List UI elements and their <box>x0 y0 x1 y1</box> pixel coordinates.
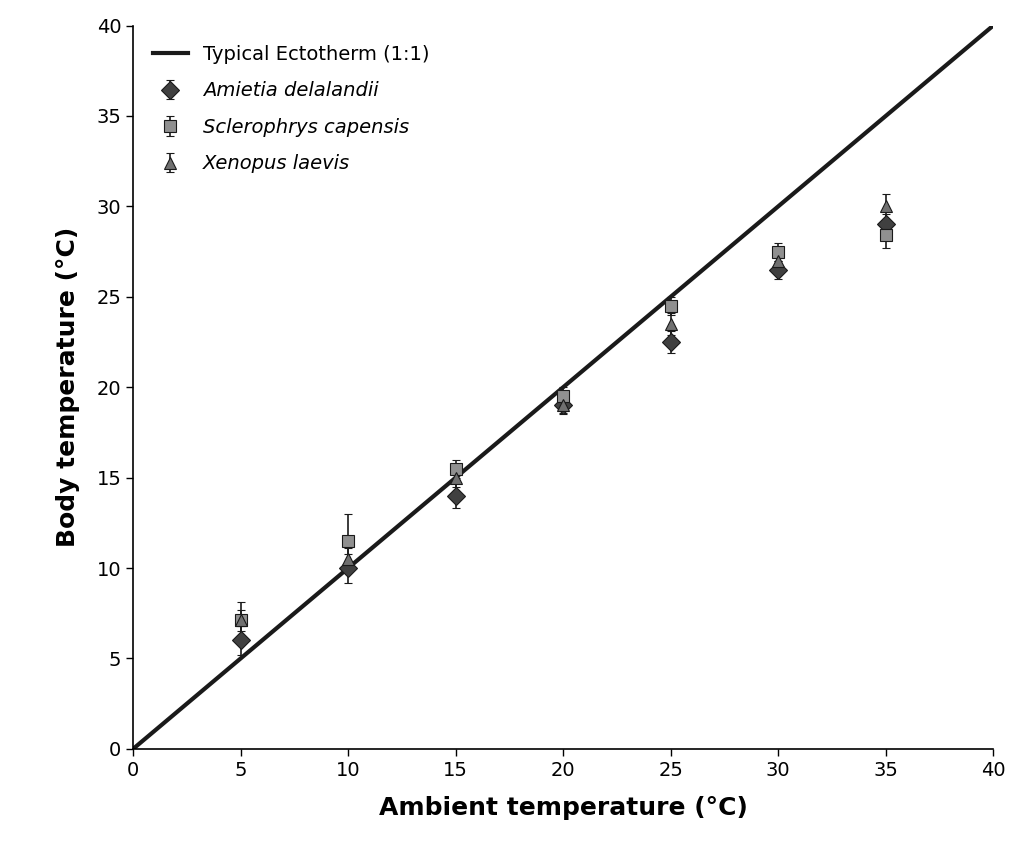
Y-axis label: Body temperature (°C): Body temperature (°C) <box>55 227 80 547</box>
Legend: Typical Ectotherm (1:1), Amietia delalandii, Sclerophrys capensis, Xenopus laevi: Typical Ectotherm (1:1), Amietia delalan… <box>142 35 439 183</box>
X-axis label: Ambient temperature (°C): Ambient temperature (°C) <box>379 797 748 820</box>
